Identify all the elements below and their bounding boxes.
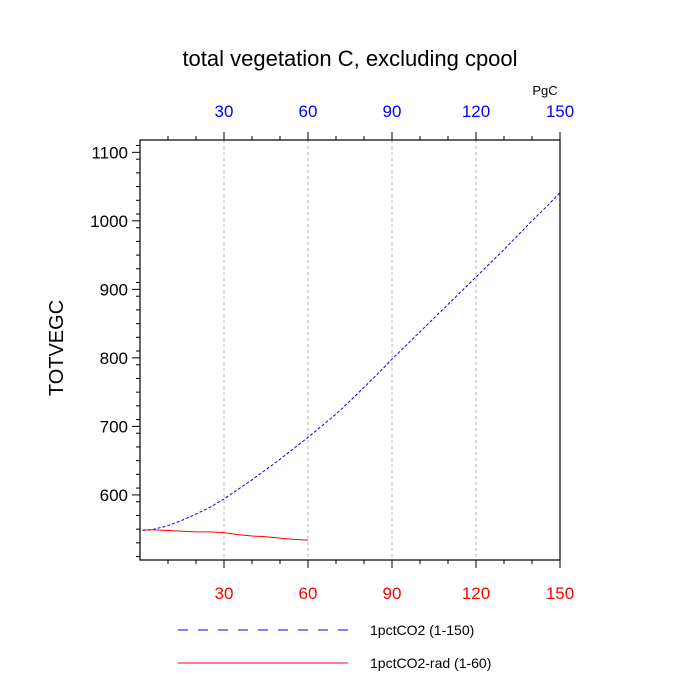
y-tick-label: 1100 bbox=[91, 143, 128, 162]
plot-frame bbox=[139, 139, 561, 561]
series-layer bbox=[142, 192, 561, 541]
units-label: PgC bbox=[532, 83, 557, 98]
x-top-tick-label: 60 bbox=[299, 102, 318, 121]
tick-labels: 600 700 800 900 1000 1100 30 30 60 60 90 90 120 120 15… bbox=[90, 102, 574, 603]
legend: 1pctCO2 (1-150) 1pctCO2-rad (1-60) bbox=[178, 622, 491, 671]
y-tick-label: 600 bbox=[100, 486, 128, 505]
y-tick-label: 700 bbox=[100, 417, 128, 436]
x-bottom-tick-label: 120 bbox=[462, 584, 490, 603]
x-bottom-tick-label: 60 bbox=[299, 584, 318, 603]
y-tick-label: 800 bbox=[100, 349, 128, 368]
series-line-2 bbox=[142, 529, 309, 541]
series-line-1 bbox=[142, 192, 561, 531]
x-bottom-tick-label: 90 bbox=[383, 584, 402, 603]
y-axis-label: TOTVEGC bbox=[46, 300, 68, 396]
x-bottom-tick-label: 30 bbox=[215, 584, 234, 603]
x-top-tick-label: 120 bbox=[462, 102, 490, 121]
x-top-tick-label: 150 bbox=[546, 102, 574, 121]
chart-title: total vegetation C, excluding cpool bbox=[182, 46, 517, 71]
legend-label-2: 1pctCO2-rad (1-60) bbox=[370, 655, 491, 671]
y-tick-label: 1000 bbox=[90, 212, 128, 231]
y-tick-label: 900 bbox=[100, 280, 128, 299]
axes bbox=[132, 132, 561, 568]
gridlines bbox=[223, 140, 477, 560]
x-top-tick-label: 90 bbox=[383, 102, 402, 121]
x-bottom-tick-label: 150 bbox=[546, 584, 574, 603]
x-top-tick-label: 30 bbox=[215, 102, 234, 121]
legend-label-1: 1pctCO2 (1-150) bbox=[370, 622, 474, 638]
